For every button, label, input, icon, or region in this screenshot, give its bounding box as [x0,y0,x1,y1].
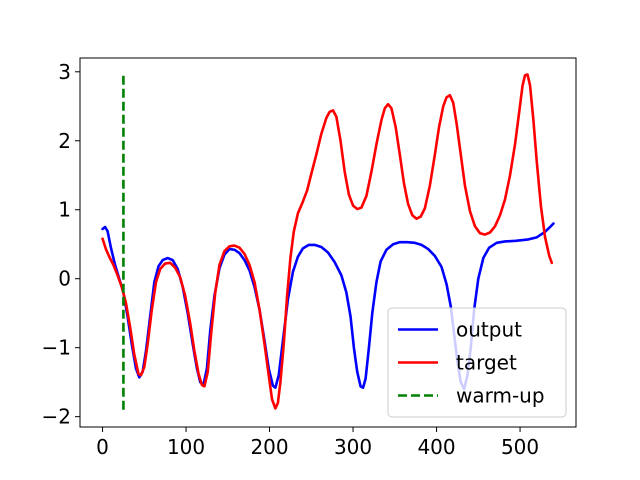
y-tick-label: −1 [42,336,71,360]
y-tick-label: 0 [58,267,71,291]
legend-label: target [456,351,517,375]
x-axis: 0 100 200 300 400 500 [96,427,539,459]
x-tick-label: 500 [501,435,539,459]
x-tick-label: 100 [167,435,205,459]
x-tick-label: 300 [334,435,372,459]
legend-label: output [456,318,522,342]
legend-label: warm-up [456,384,545,408]
plot-frame [79,57,577,428]
y-axis: −2 −1 0 1 2 3 [42,60,80,429]
legend-box [387,307,567,418]
legend: output target warm-up [387,307,567,418]
x-tick-label: 200 [250,435,288,459]
y-tick-label: −2 [42,405,71,429]
y-tick-label: 1 [58,198,71,222]
series-line-target [101,73,554,410]
x-tick-label: 0 [96,435,109,459]
y-tick-label: 3 [58,60,71,84]
y-tick-label: 2 [58,129,71,153]
x-tick-label: 400 [417,435,455,459]
